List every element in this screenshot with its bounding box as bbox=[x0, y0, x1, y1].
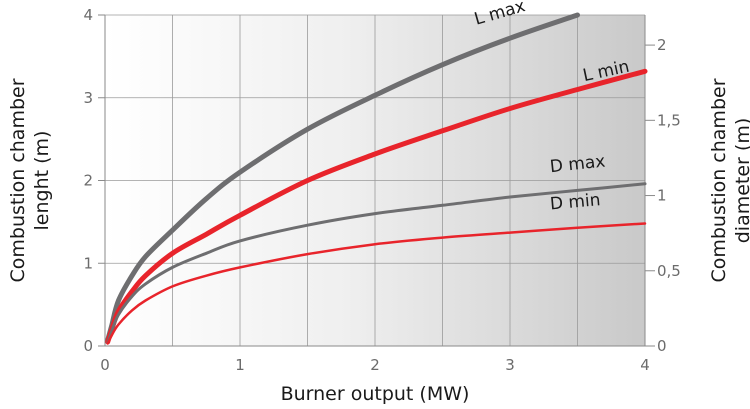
left-axis-title-line-2: lenght (m) bbox=[31, 131, 53, 231]
right-tick-label: 0,5 bbox=[657, 262, 681, 280]
series-line-d-max bbox=[106, 182, 647, 345]
left-axis-title-line-1: Combustion chamber bbox=[7, 78, 29, 282]
x-tick-label: 4 bbox=[640, 356, 650, 374]
right-tick-label: 2 bbox=[657, 36, 667, 54]
x-tick-label: 1 bbox=[235, 356, 245, 374]
right-tick-label: 1 bbox=[657, 187, 667, 205]
x-tick-label: 2 bbox=[370, 356, 380, 374]
left-tick-label: 2 bbox=[83, 172, 93, 190]
right-axis-title-line-2: diameter (m) bbox=[732, 118, 750, 244]
right-axis-title: Combustion chamber diameter (m) bbox=[708, 78, 750, 282]
series-line-l-max bbox=[105, 12, 580, 343]
right-tick-label: 0 bbox=[657, 337, 667, 355]
right-axis-title-line-1: Combustion chamber bbox=[708, 78, 730, 282]
left-tick-label: 3 bbox=[83, 89, 93, 107]
left-axis-title: Combustion chamber lenght (m) bbox=[7, 78, 53, 282]
x-axis-title: Burner output (MW) bbox=[281, 383, 470, 405]
series-line-l-min bbox=[105, 68, 648, 345]
left-tick-label: 4 bbox=[83, 6, 93, 24]
right-tick-label: 1,5 bbox=[657, 111, 681, 129]
x-tick-label: 0 bbox=[100, 356, 110, 374]
series-label-d-min: D min bbox=[549, 190, 601, 214]
series-line-d-min bbox=[106, 222, 647, 345]
left-tick-label: 0 bbox=[83, 337, 93, 355]
x-tick-label: 3 bbox=[505, 356, 515, 374]
data-series bbox=[105, 12, 648, 345]
left-tick-label: 1 bbox=[83, 254, 93, 272]
